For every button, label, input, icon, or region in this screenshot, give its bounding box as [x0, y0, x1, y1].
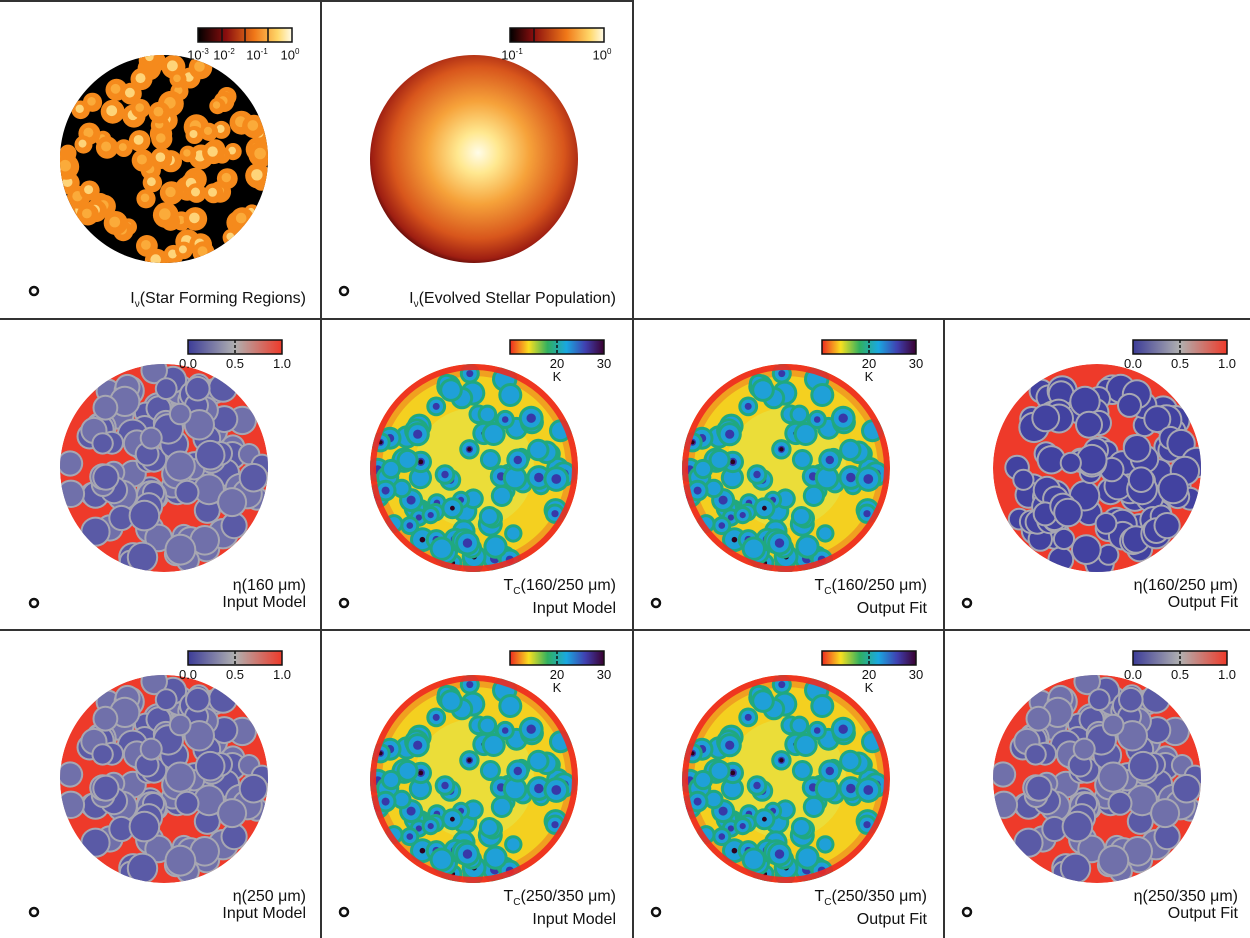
eta-colorbar-ticks: 0.0 0.5 1.0 [178, 356, 292, 371]
eta-disk [993, 364, 1201, 572]
evolved-disk [370, 55, 578, 263]
panel-caption: Iν(Evolved Stellar Population) [409, 290, 616, 311]
grid-line [632, 318, 634, 938]
evolved-map [338, 27, 605, 297]
beam-marker-icon [961, 597, 973, 609]
panel-caption: η(250/350 μm) Output Fit [1133, 888, 1238, 922]
panel-tc-250-350-output: TC(250/350 μm) Output Fit 20 30 K [634, 631, 943, 938]
eta-disk [993, 675, 1201, 883]
eta-colorbar-ticks: 0.0 0.5 1.0 [178, 667, 292, 682]
temp-colorbar-ticks: 20 30 [549, 667, 612, 682]
beam-marker-icon [338, 906, 350, 918]
eta-colorbar-ticks: 0.0 0.5 1.0 [1123, 667, 1237, 682]
temp-disk [370, 364, 578, 572]
beam-marker-icon [28, 906, 40, 918]
beam-marker-icon [650, 597, 662, 609]
temp-unit-label: K [552, 369, 562, 384]
grid-line [0, 318, 1250, 320]
panel-eta-250-350-output: η(250/350 μm) Output Fit 0.0 0.5 1.0 [945, 631, 1250, 938]
eta-map [961, 650, 1228, 918]
temp-disk [682, 675, 890, 883]
panel-caption: TC(250/350 μm) Output Fit [814, 888, 928, 929]
temp-unit-label: K [864, 369, 874, 384]
temp-disk [370, 675, 578, 883]
eta-map [28, 339, 283, 609]
beam-marker-icon [650, 906, 662, 918]
panel-caption: η(160 μm) Input Model [222, 577, 306, 611]
temp-colorbar-ticks: 20 30 [861, 667, 924, 682]
grid-line [320, 0, 322, 938]
panel-evolved-stellar-population: 10-1 100 Iν(Evolved Stellar Population) [322, 0, 632, 318]
temp-map [338, 650, 605, 918]
panel-caption: TC(160/250 μm) Output Fit [814, 577, 928, 618]
temp-colorbar-ticks: 20 30 [861, 356, 924, 371]
eta-disk [60, 675, 268, 883]
panel-eta-250-input: η(250 μm) Input Model 0.0 0.5 1.0 [0, 631, 320, 938]
eta-map [28, 650, 283, 918]
temp-unit-label: K [552, 680, 562, 695]
grid-line [632, 0, 634, 318]
grid-line [0, 629, 1250, 631]
beam-marker-icon [961, 906, 973, 918]
temp-unit-label: K [864, 680, 874, 695]
temp-map [650, 650, 917, 918]
panel-eta-160-250-output: η(160/250 μm) Output Fit 0.0 0.5 1.0 [945, 320, 1250, 629]
panel-star-forming-regions: 10-3 10-2 10-1 100 Iν(Star Forming Regio… [0, 0, 320, 318]
grid-line [943, 318, 945, 938]
beam-marker-icon [28, 285, 40, 297]
grid-line [0, 0, 634, 2]
panel-eta-160-input: η(160 μm) Input Model 0.0 0.5 1.0 [0, 320, 320, 629]
panel-tc-160-250-output: TC(160/250 μm) Output Fit 20 30 K [634, 320, 943, 629]
panel-caption: Iν(Star Forming Regions) [130, 290, 306, 311]
beam-marker-icon [28, 597, 40, 609]
temp-disk [682, 364, 890, 572]
panel-caption: η(250 μm) Input Model [222, 888, 306, 922]
eta-colorbar-ticks: 0.0 0.5 1.0 [1123, 356, 1237, 371]
temp-map [338, 339, 605, 609]
panel-caption: TC(160/250 μm) Input Model [503, 577, 617, 618]
panel-tc-160-250-input: TC(160/250 μm) Input Model 20 30 K [322, 320, 632, 629]
temp-colorbar-ticks: 20 30 [549, 356, 612, 371]
panel-tc-250-350-input: TC(250/350 μm) Input Model 20 30 K [322, 631, 632, 938]
sfr-colorbar-ticks: 10-3 10-2 10-1 100 [187, 47, 300, 63]
evolved-colorbar [509, 27, 605, 43]
panel-caption: η(160/250 μm) Output Fit [1133, 577, 1238, 611]
temp-map [650, 339, 917, 609]
panel-caption: TC(250/350 μm) Input Model [503, 888, 617, 929]
beam-marker-icon [338, 285, 350, 297]
star-forming-map [28, 27, 293, 297]
eta-disk [60, 364, 268, 572]
beam-marker-icon [338, 597, 350, 609]
eta-map [961, 339, 1228, 609]
evolved-colorbar-ticks: 10-1 100 [501, 47, 612, 63]
